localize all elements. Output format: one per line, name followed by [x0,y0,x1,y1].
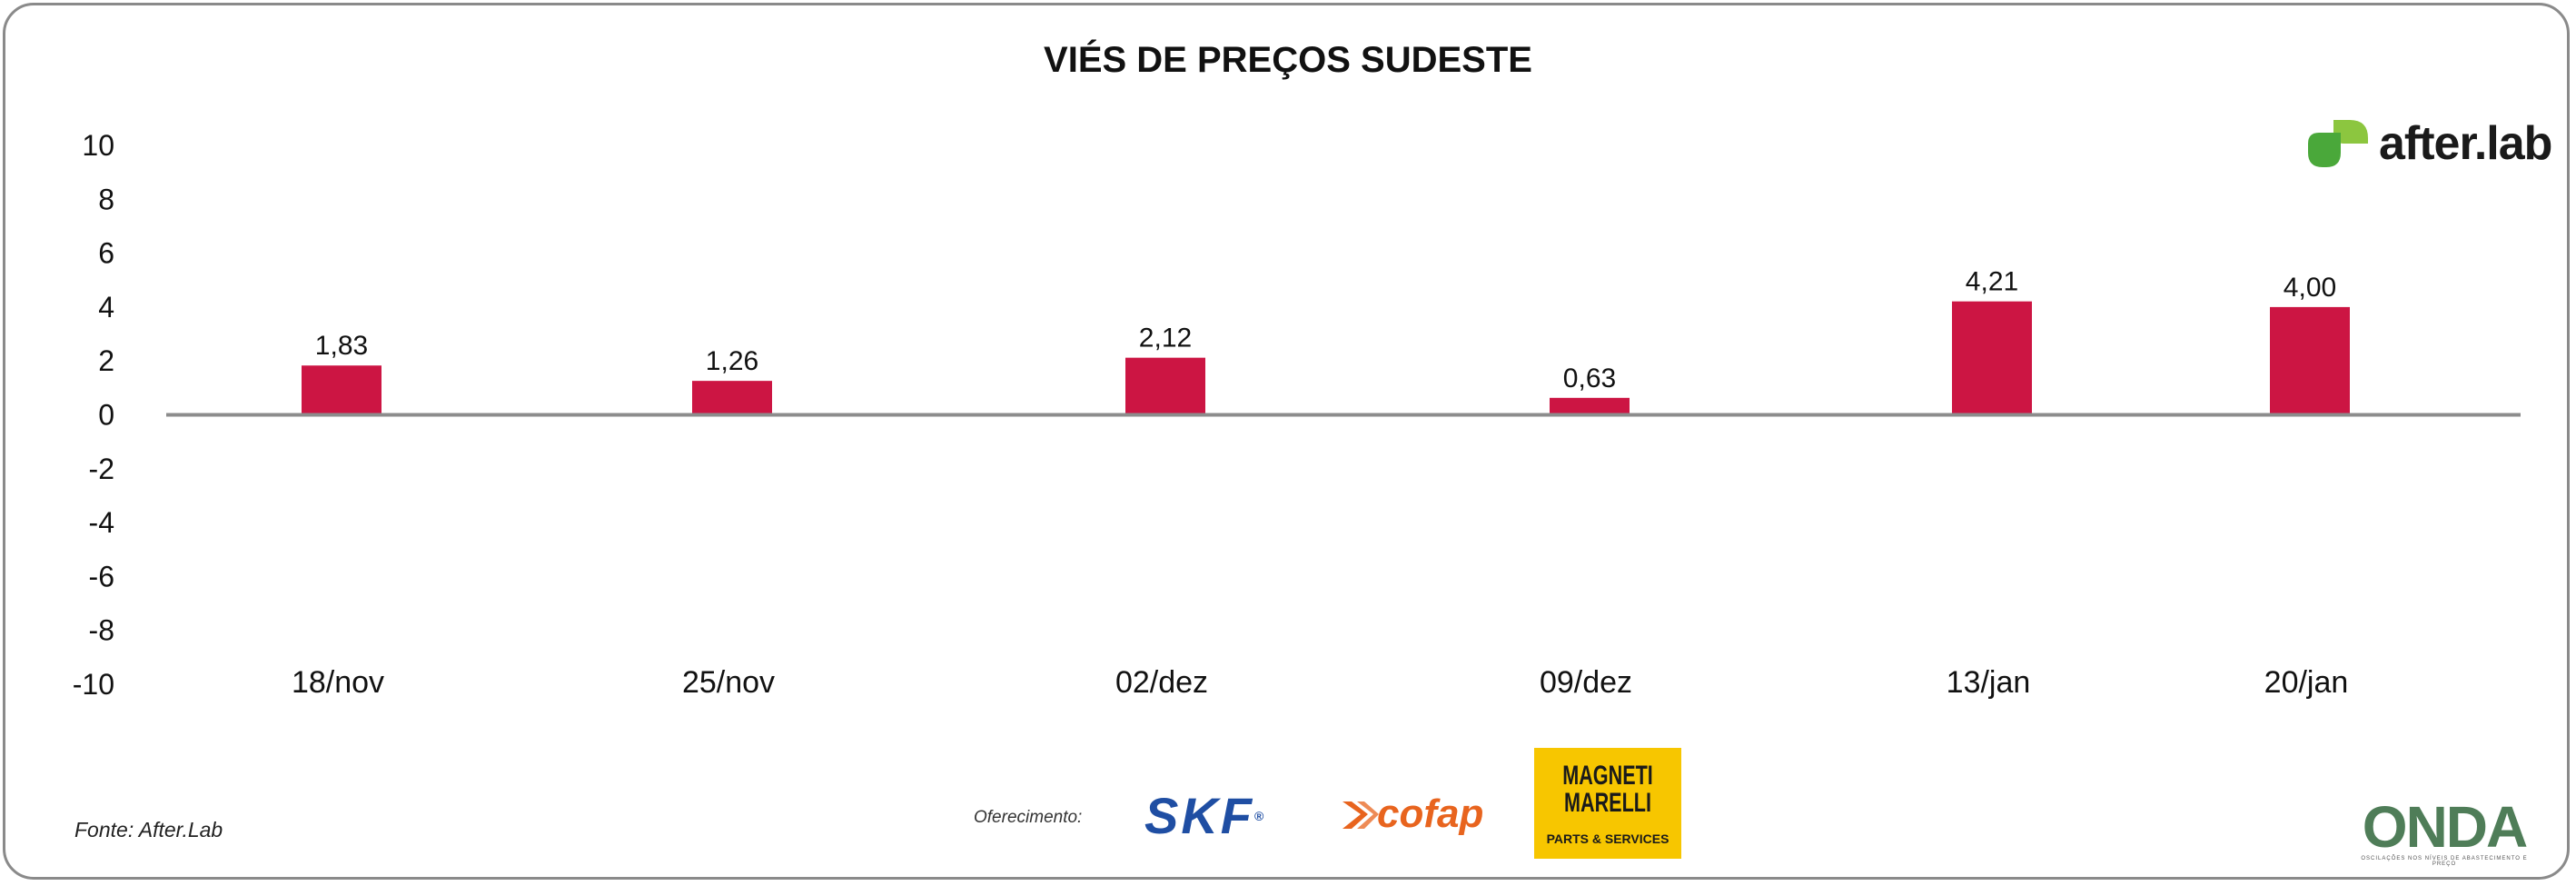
x-tick-label: 02/dez [1115,665,1208,700]
data-label: 0,63 [1563,363,1616,393]
x-axis-ticks: 18/nov 25/nov 02/dez 09/dez 13/jan 20/jan [292,665,2348,700]
chart-frame [3,3,2570,880]
y-tick-label: -6 [89,560,114,592]
onda-logo: ONDA OSCILAÇÕES NOS NÍVEIS DE ABASTECIME… [2351,794,2538,867]
data-label: 2,12 [1139,324,1192,353]
onda-tagline: OSCILAÇÕES NOS NÍVEIS DE ABASTECIMENTO E… [2361,856,2528,867]
data-labels: 1,83 1,26 2,12 0,63 4,21 4,00 [315,267,2336,393]
source-note: Fonte: After.Lab [74,818,223,841]
bar-09/dez [1550,397,1630,413]
x-tick-label: 25/nov [682,665,775,700]
skf-wordmark: SKF [1144,787,1254,844]
chart-title: VIÉS DE PREÇOS SUDESTE [1044,40,1532,80]
after-lab-wordmark: after.lab [2379,117,2552,170]
bar-02/dez [1125,357,1205,413]
data-label: 1,26 [706,346,758,376]
y-tick-label: -8 [89,614,114,647]
y-tick-label: -4 [89,506,114,539]
sponsor-label: Oferecimento: [974,808,1083,827]
bar-18/nov [302,365,381,413]
magneti-marelli-logo: MAGNETI MARELLI PARTS & SERVICES [1534,748,1681,859]
y-tick-label: 8 [98,183,114,215]
y-tick-label: 2 [98,344,114,377]
x-tick-label: 09/dez [1540,665,1632,700]
bar-20/jan [2270,306,2350,413]
y-axis-ticks: 10 8 6 4 2 0 -2 -4 -6 -8 -10 [73,129,114,701]
y-tick-label: -2 [89,453,114,485]
registered-mark-icon: ® [1254,809,1264,823]
x-tick-label: 20/jan [2264,665,2349,700]
y-tick-label: 6 [98,237,114,270]
cofap-logo: cofap [1335,787,1508,841]
bar-13/jan [1952,301,2032,413]
y-tick-label: 4 [98,291,114,324]
bars [302,301,2350,413]
onda-wordmark: ONDA [2362,794,2528,860]
y-tick-label: -10 [73,668,114,701]
x-tick-label: 13/jan [1947,665,2031,700]
y-tick-label: 10 [82,129,114,162]
magneti-wordmark: MAGNETI [1562,761,1653,791]
y-tick-label: 0 [98,399,114,432]
after-lab-logo-icon [2308,120,2368,167]
data-label: 1,83 [315,331,368,361]
data-label: 4,00 [2284,273,2336,303]
x-tick-label: 18/nov [292,665,384,700]
data-label: 4,21 [1966,267,2018,297]
parts-services-text: PARTS & SERVICES [1546,831,1669,846]
marelli-wordmark: MARELLI [1563,788,1651,818]
after-lab-brand: after.lab [2304,116,2559,171]
cofap-wordmark: cofap [1377,791,1484,836]
bar-25/nov [692,381,772,413]
cofap-swoosh-icon [1342,801,1379,829]
skf-logo: SKF® [1144,789,1263,843]
